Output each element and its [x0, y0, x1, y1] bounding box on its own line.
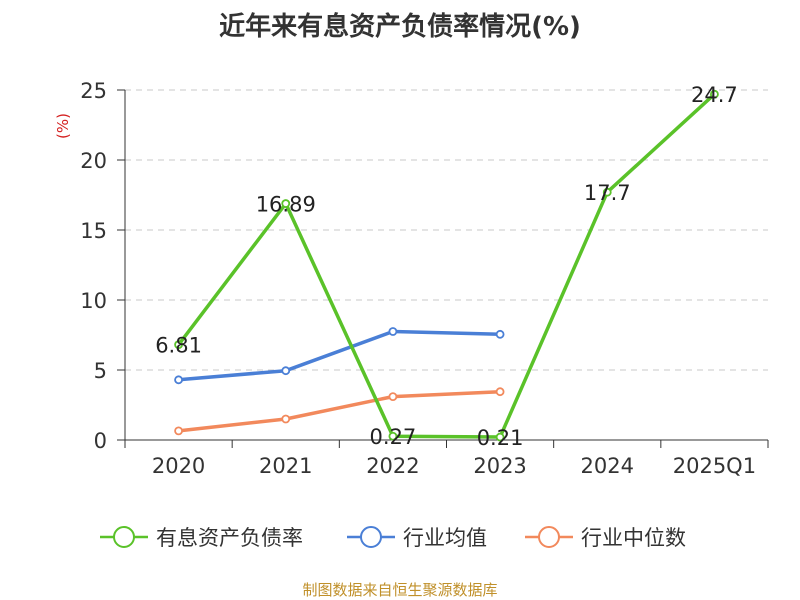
- y-axis-label: (%): [54, 113, 72, 139]
- legend-swatch-marker: [538, 526, 560, 548]
- x-tick-label: 2025Q1: [673, 454, 756, 478]
- y-tick-label: 0: [94, 429, 107, 453]
- data-point: [281, 366, 291, 376]
- series-line-1: [178, 329, 501, 382]
- data-label: 0.21: [477, 426, 524, 450]
- x-tick-label: 2023: [473, 454, 526, 478]
- data-point: [281, 199, 291, 208]
- legend-swatch-marker: [113, 526, 135, 548]
- data-point: [388, 327, 398, 336]
- grid-lines: [125, 89, 768, 371]
- data-point: [388, 431, 398, 441]
- data-point: [495, 329, 505, 339]
- data-point: [710, 89, 719, 99]
- y-tick-label: 25: [80, 79, 107, 103]
- legend-label: 有息资产负债率: [156, 526, 303, 550]
- legend-label: 行业均值: [403, 526, 487, 550]
- y-tick-label: 15: [80, 219, 107, 243]
- data-point: [281, 414, 291, 424]
- data-point: [495, 387, 505, 397]
- data-label: 17.7: [584, 181, 631, 205]
- legend: 有息资产负债率 行业均值 行业中位数: [100, 526, 686, 550]
- y-tick-label: 5: [94, 359, 107, 383]
- data-labels: 6.81 16.89 0.27 0.21 17.7 24.7: [155, 83, 738, 450]
- data-label: 0.27: [370, 425, 417, 449]
- data-label: 24.7: [691, 83, 738, 107]
- x-tick-label: 2022: [366, 454, 419, 478]
- data-point: [388, 392, 398, 402]
- series: [174, 89, 719, 442]
- legend-label: 行业中位数: [581, 526, 686, 550]
- x-tick-label: 2020: [152, 454, 205, 478]
- data-label: 16.89: [256, 193, 316, 217]
- data-point: [174, 375, 183, 385]
- legend-swatch-marker: [360, 526, 382, 548]
- data-point: [174, 426, 183, 436]
- series-line-0: [177, 92, 716, 439]
- y-tick-label: 20: [80, 149, 107, 173]
- chart-title: 近年来有息资产负债率情况(%): [219, 12, 581, 42]
- series-line-2: [178, 389, 501, 433]
- axes: 0 5 10 15 20 25 2020 2021 2022 2023 2024 2025Q1: [80, 79, 769, 478]
- y-tick-label: 10: [80, 289, 107, 313]
- data-point: [174, 340, 183, 350]
- x-tick-label: 2021: [259, 454, 312, 478]
- source-note: 制图数据来自恒生聚源数据库: [302, 581, 498, 599]
- data-point: [495, 432, 505, 442]
- x-tick-label: 2024: [581, 454, 634, 478]
- data-label: 6.81: [155, 334, 202, 358]
- data-point: [602, 187, 612, 197]
